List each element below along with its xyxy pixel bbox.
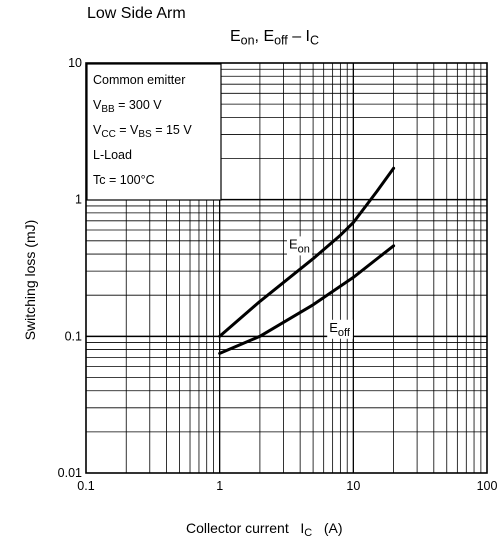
y-tick-label: 10 bbox=[68, 56, 82, 70]
x-tick-label: 0.1 bbox=[77, 479, 94, 493]
series-labels: Eon Eoff bbox=[286, 236, 353, 339]
chart-title-i: – I bbox=[287, 28, 310, 45]
y-tick-label: 0.1 bbox=[65, 329, 82, 343]
plot-frame bbox=[85, 62, 488, 474]
condition-load: L-Load bbox=[93, 148, 132, 162]
x-axis-label-sub: C bbox=[304, 527, 313, 540]
condition-vbb: VBB = 300 V bbox=[93, 98, 162, 115]
chart-title-e2: , E bbox=[254, 28, 275, 45]
y-tick-label: 0.01 bbox=[58, 466, 82, 480]
condition-temperature: Tc = 100°C bbox=[93, 173, 155, 187]
chart-title-e1: E bbox=[230, 28, 241, 45]
condition-vcc-vbs: VCC = VBS = 15 V bbox=[93, 123, 192, 140]
chart-title-sub-off: off bbox=[274, 33, 288, 48]
series-line-eoff bbox=[218, 244, 396, 355]
page-title: Low Side Arm bbox=[87, 5, 186, 22]
lbl-off-bg bbox=[327, 319, 353, 339]
series-label-eon: Eon bbox=[289, 236, 310, 255]
series-layer bbox=[218, 166, 396, 355]
lbl-on-bg bbox=[286, 236, 312, 256]
conditions-box-bg bbox=[86, 63, 222, 201]
condition-common-emitter: Common emitter bbox=[93, 73, 185, 87]
chart-title-sub-c: C bbox=[309, 33, 319, 48]
x-axis-label-text: Collector current bbox=[186, 520, 289, 536]
conditions-box: Common emitter VBB = 300 V VCC = VBS = 1… bbox=[86, 63, 222, 201]
x-tick-label: 1 bbox=[216, 479, 223, 493]
x-tick-label: 100 bbox=[477, 479, 498, 493]
x-tick-label: 10 bbox=[346, 479, 360, 493]
x-axis-label-symbol: I bbox=[300, 520, 305, 536]
y-tick-label: 1 bbox=[75, 193, 82, 207]
chart-title: Eon, Eoff – IC bbox=[230, 28, 319, 48]
series-line-eon bbox=[218, 166, 396, 338]
x-axis-label-unit: (A) bbox=[323, 520, 343, 536]
x-axis-label: Collector current IC (A) bbox=[186, 520, 343, 540]
chart-title-sub-on: on bbox=[240, 33, 255, 48]
series-label-eoff: Eoff bbox=[329, 320, 351, 339]
